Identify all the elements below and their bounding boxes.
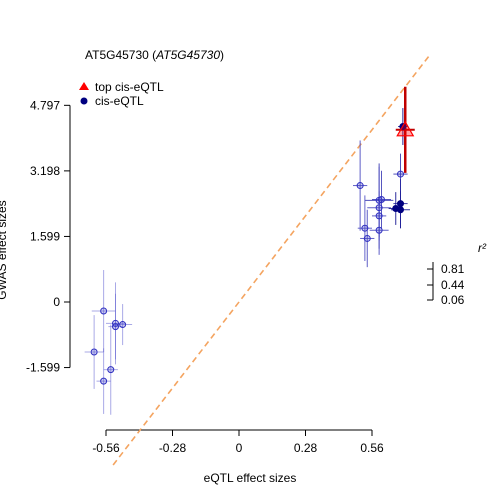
y-axis-label: GWAS effect sizes <box>0 200 9 299</box>
y-tick-label: 1.599 <box>30 229 60 243</box>
r2-legend-label: 0.06 <box>441 293 465 307</box>
data-point <box>107 366 115 374</box>
data-point <box>361 224 369 232</box>
x-tick-label: -0.56 <box>92 441 120 455</box>
legend-label-eqtl: cis-eQTL <box>95 94 144 108</box>
r2-legend-label: 0.81 <box>441 262 465 276</box>
chart-title-italic: AT5G45730 <box>155 48 220 62</box>
data-point <box>100 377 108 385</box>
x-tick-label: 0.56 <box>360 441 384 455</box>
axes <box>64 104 373 436</box>
data-point <box>90 348 98 356</box>
r2-legend-label: 0.44 <box>441 278 465 292</box>
top-point-triangle <box>396 120 415 137</box>
legend-circle-marker <box>80 97 88 105</box>
r2-legend: r² 0.81 0.440.06 <box>427 241 487 307</box>
reference-line-group <box>112 55 430 466</box>
data-point <box>375 204 383 212</box>
y-tick-label: 4.797 <box>30 98 60 112</box>
x-axis-label: eQTL effect sizes <box>204 471 297 485</box>
data-point <box>119 321 127 329</box>
tick-labels: -0.56 -0.28 0 0.28 0.56 -1.599 0 1.599 3.198 4.79… <box>26 98 384 455</box>
x-tick-label: 0.28 <box>294 441 318 455</box>
legend: top cis-eQTL cis-eQTL <box>79 80 164 108</box>
data-point <box>397 206 404 214</box>
x-tick-label: -0.28 <box>159 441 187 455</box>
x-tick-label: 0 <box>236 441 243 455</box>
data-point <box>375 212 383 220</box>
chart-title-text: AT5G45730 <box>85 48 149 62</box>
data-point <box>375 226 383 234</box>
y-tick-label: 3.198 <box>30 164 60 178</box>
data-point <box>363 234 371 242</box>
error-bars <box>84 86 415 415</box>
y-tick-label: 0 <box>53 295 60 309</box>
data-point <box>378 196 385 203</box>
data-points <box>90 120 415 385</box>
chart-title: AT5G45730 (AT5G45730) <box>85 48 224 62</box>
reference-line <box>112 55 430 466</box>
data-point <box>397 200 404 208</box>
data-point <box>100 307 108 315</box>
y-tick-label: -1.599 <box>26 361 60 375</box>
data-point <box>112 323 119 331</box>
chart-title-paren-close: ) <box>220 48 224 62</box>
chart-title-paren-open: ( <box>152 48 156 62</box>
r2-legend-title: r² <box>478 241 487 255</box>
data-point <box>356 182 364 190</box>
legend-label-top-eqtl: top cis-eQTL <box>95 80 164 94</box>
data-point <box>397 170 404 178</box>
legend-triangle-marker <box>79 82 89 90</box>
